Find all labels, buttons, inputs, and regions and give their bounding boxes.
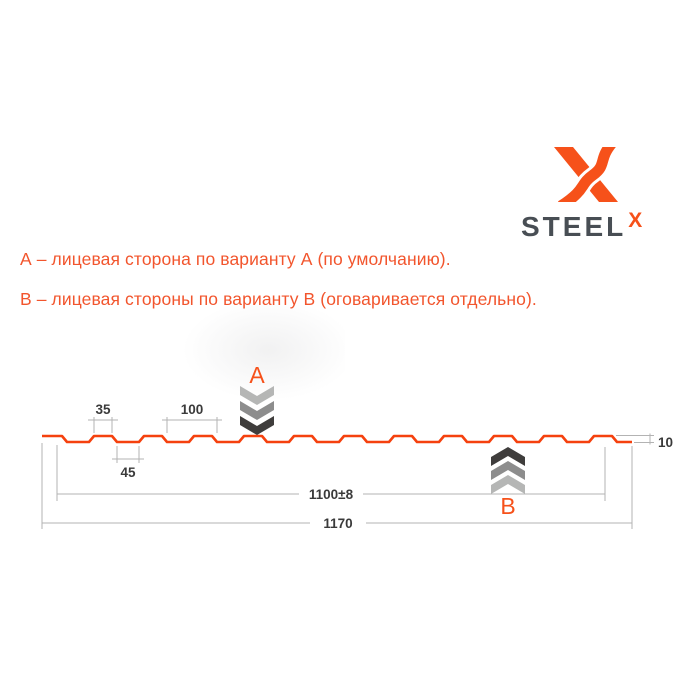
wordmark-steel: STEEL [521, 211, 627, 242]
dim-35: 35 [88, 402, 118, 433]
wordmark-x: X [628, 209, 643, 232]
profile-drawing: 35 100 45 10 1100±8 [41, 362, 673, 531]
dim-100-label: 100 [181, 402, 204, 417]
side-b-letter: B [500, 493, 515, 519]
logo-s-band [557, 147, 616, 202]
chevron-b-dark [491, 447, 525, 466]
steelx-logo-icon [554, 147, 619, 202]
chevron-b-mid [491, 461, 525, 480]
dim-1100-label: 1100±8 [309, 487, 354, 502]
chevron-a-dark [240, 416, 274, 435]
note-variant-a: А – лицевая сторона по варианту А (по ум… [20, 249, 451, 269]
chevron-a-mid [240, 401, 274, 420]
dim-1100: 1100±8 [56, 445, 606, 502]
side-a-letter: A [249, 362, 265, 388]
note-variant-b: В – лицевая стороны по варианту В (огова… [20, 289, 537, 309]
dim-10: 10 [616, 433, 673, 450]
dim-1170: 1170 [41, 443, 633, 531]
dim-35-label: 35 [95, 402, 111, 417]
profile-outline [42, 434, 632, 444]
side-a-marker: A [240, 362, 274, 435]
dim-10-label: 10 [658, 435, 673, 450]
chevron-a-light [240, 386, 274, 405]
dim-1170-label: 1170 [323, 516, 352, 531]
dim-45: 45 [112, 446, 144, 480]
dim-45-label: 45 [120, 465, 136, 480]
chevron-b-light [491, 475, 525, 494]
dim-100: 100 [162, 402, 222, 433]
side-b-marker: B [491, 447, 525, 519]
steelx-wordmark: STEELX [521, 209, 643, 243]
